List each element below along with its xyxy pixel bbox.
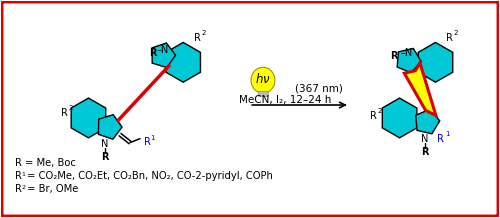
Text: R: R [370, 111, 377, 121]
Text: R: R [144, 137, 150, 146]
Text: N: N [102, 139, 109, 149]
Polygon shape [382, 98, 417, 138]
Text: R: R [390, 51, 398, 61]
Text: 2: 2 [454, 31, 458, 36]
Text: R: R [421, 147, 428, 157]
Text: 2: 2 [21, 184, 25, 189]
Polygon shape [418, 43, 453, 82]
Text: 2: 2 [201, 31, 205, 36]
Polygon shape [71, 98, 106, 138]
Polygon shape [416, 109, 440, 134]
Text: R: R [14, 184, 21, 194]
Ellipse shape [251, 67, 275, 93]
Text: 2: 2 [378, 108, 382, 114]
Text: R: R [102, 152, 109, 162]
Text: –N: –N [400, 48, 412, 58]
FancyBboxPatch shape [2, 2, 498, 216]
Text: = Br, OMe: = Br, OMe [24, 184, 78, 194]
Text: R: R [149, 48, 156, 58]
Text: R = Me, Boc: R = Me, Boc [14, 158, 76, 168]
Polygon shape [166, 43, 200, 82]
Text: R: R [61, 108, 68, 118]
Text: (367 nm): (367 nm) [295, 83, 343, 93]
Polygon shape [397, 48, 421, 73]
Text: N: N [421, 134, 428, 144]
Text: = CO₂Me, CO₂Et, CO₂Bn, NO₂, CO-2-pyridyl, COPh: = CO₂Me, CO₂Et, CO₂Bn, NO₂, CO-2-pyridyl… [24, 171, 272, 181]
Polygon shape [98, 115, 122, 139]
Bar [258, 91, 268, 96]
Text: R: R [446, 33, 453, 43]
Text: 1: 1 [21, 172, 25, 177]
Text: R: R [438, 134, 444, 144]
Text: R: R [194, 33, 200, 43]
Text: –N: –N [156, 45, 168, 55]
Text: $h\nu$: $h\nu$ [255, 72, 271, 86]
Text: 1: 1 [445, 131, 450, 137]
Text: MeCN, I₂, 12–24 h: MeCN, I₂, 12–24 h [238, 95, 331, 105]
Text: R: R [14, 171, 21, 181]
Polygon shape [152, 43, 176, 68]
Polygon shape [404, 63, 436, 116]
Text: 2: 2 [68, 105, 73, 111]
Text: 1: 1 [150, 135, 154, 141]
